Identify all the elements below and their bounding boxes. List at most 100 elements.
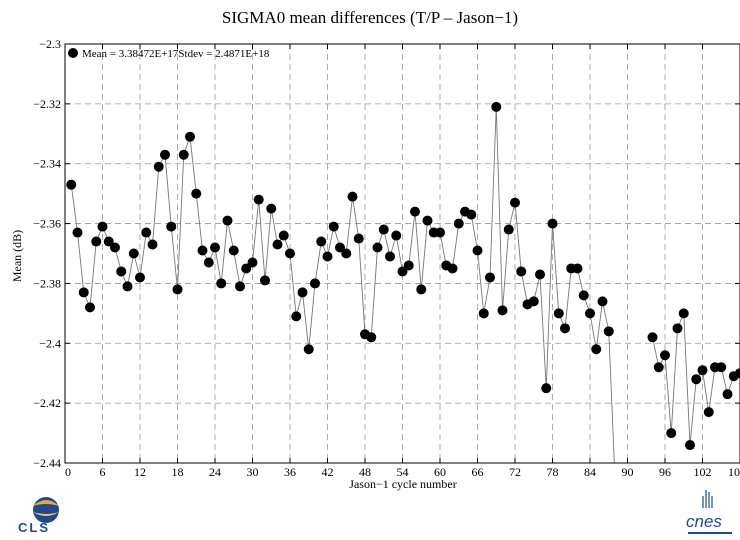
data-point xyxy=(391,230,402,241)
y-tick-label: −2.44 xyxy=(33,456,61,470)
data-point xyxy=(485,272,495,283)
data-point xyxy=(578,290,589,301)
data-point xyxy=(185,131,195,142)
data-point xyxy=(160,149,170,160)
data-point xyxy=(716,362,727,373)
data-point xyxy=(303,344,314,355)
y-tick-label: −2.38 xyxy=(33,276,61,290)
data-point xyxy=(235,281,245,292)
data-point xyxy=(447,263,458,274)
data-point xyxy=(97,221,108,232)
data-point xyxy=(691,374,702,385)
y-tick-label: −2.42 xyxy=(33,396,61,410)
x-tick-label: 0 xyxy=(65,465,71,479)
data-point xyxy=(735,368,740,379)
data-point xyxy=(353,233,364,244)
data-point xyxy=(122,281,133,292)
x-tick-label: 66 xyxy=(472,465,484,479)
data-point xyxy=(553,308,564,319)
axis-ticks: 0 6 12 18 24 30 36 42 48 54 60 66 72 78 84 90 96 102 10 −2.… xyxy=(33,37,740,479)
data-point xyxy=(72,227,83,238)
data-point xyxy=(347,191,358,202)
legend: Mean = 3.38472E+17Stdev = 2.4871E+18 xyxy=(68,48,270,60)
y-tick-label: −2.3 xyxy=(39,37,61,51)
data-point xyxy=(472,245,483,256)
data-point xyxy=(378,224,389,235)
data-point xyxy=(591,344,602,355)
cls-logo-icon xyxy=(33,497,59,523)
legend-text: Mean = 3.38472E+17Stdev = 2.4871E+18 xyxy=(82,48,270,60)
data-point xyxy=(528,296,539,307)
x-tick-label: 84 xyxy=(584,465,596,479)
x-tick-label: 48 xyxy=(359,465,371,479)
data-point xyxy=(203,257,214,268)
data-point xyxy=(703,407,714,418)
data-point xyxy=(466,209,477,220)
data-point xyxy=(416,284,427,295)
data-point xyxy=(222,215,233,226)
cnes-logo-icon xyxy=(688,490,732,534)
data-point xyxy=(541,383,552,394)
data-point xyxy=(453,218,464,229)
data-point xyxy=(678,308,689,319)
data-point xyxy=(178,149,189,160)
data-point xyxy=(516,266,527,277)
data-point xyxy=(560,323,570,334)
data-point xyxy=(191,188,202,199)
data-point xyxy=(478,308,489,319)
data-point xyxy=(153,161,164,172)
x-tick-label: 30 xyxy=(247,465,259,479)
y-tick-label: −2.34 xyxy=(33,157,61,171)
data-point xyxy=(403,260,414,271)
data-point xyxy=(147,239,158,250)
data-point xyxy=(685,440,695,451)
x-tick-label: 60 xyxy=(434,465,446,479)
data-point xyxy=(291,311,302,322)
data-point xyxy=(78,287,89,298)
x-tick-label: 42 xyxy=(322,465,334,479)
data-point xyxy=(103,236,114,247)
x-tick-label: 6 xyxy=(100,465,106,479)
y-axis-title: Mean (dB) xyxy=(10,230,24,282)
data-point xyxy=(91,236,102,247)
data-point xyxy=(197,245,208,256)
data-point xyxy=(503,224,514,235)
data-point xyxy=(228,245,239,256)
data-point xyxy=(266,203,277,214)
y-tick-label: −2.32 xyxy=(33,97,61,111)
data-point xyxy=(335,242,345,253)
data-point xyxy=(410,206,420,217)
data-point xyxy=(66,179,77,190)
data-point xyxy=(216,278,227,289)
legend-marker xyxy=(68,48,78,58)
data-point xyxy=(328,221,339,232)
chart-title: SIGMA0 mean differences (T/P – Jason−1) xyxy=(221,8,519,27)
data-point xyxy=(116,266,127,277)
data-point xyxy=(253,194,264,205)
series-line xyxy=(70,106,615,463)
data-point xyxy=(660,350,670,361)
x-tick-label: 102 xyxy=(694,465,712,479)
data-point xyxy=(491,101,502,112)
x-tick-label: 12 xyxy=(134,465,146,479)
data-point xyxy=(285,248,295,259)
data-point xyxy=(653,362,664,373)
data-point xyxy=(397,266,408,277)
series-group xyxy=(66,101,740,463)
data-point xyxy=(247,257,258,268)
x-tick-label: 54 xyxy=(397,465,409,479)
data-point xyxy=(572,263,583,274)
data-point xyxy=(210,242,220,253)
data-series xyxy=(66,101,740,463)
data-point xyxy=(316,236,327,247)
data-point xyxy=(128,248,139,259)
data-point xyxy=(172,284,183,295)
data-point xyxy=(435,227,445,238)
data-point xyxy=(510,197,520,208)
data-point xyxy=(85,302,95,313)
x-tick-label: 10 xyxy=(728,465,740,479)
data-point xyxy=(722,389,733,400)
data-point xyxy=(597,296,608,307)
grid-lines xyxy=(65,44,740,463)
